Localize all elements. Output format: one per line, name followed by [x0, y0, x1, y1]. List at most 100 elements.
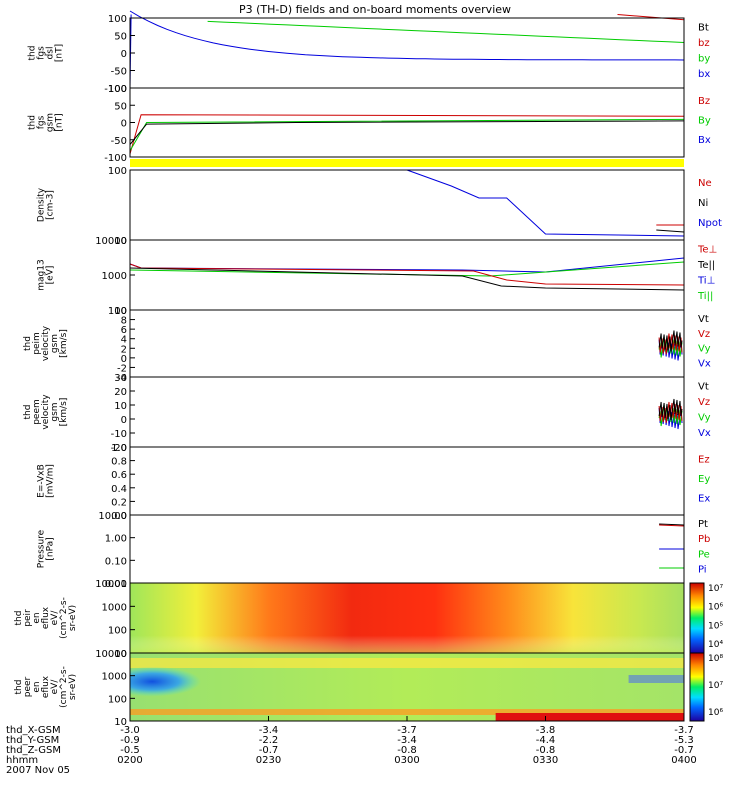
efield-legend-green: Ey — [698, 474, 710, 485]
pressure-ytick-label: 1.00 — [105, 534, 127, 545]
electron-spectrogram-ylabel: eflux — [41, 675, 51, 698]
peem-velocity-ytick-label: -10 — [111, 429, 127, 440]
fgs-dsl-ytick-label: -100 — [104, 84, 127, 95]
temperature-ytick-label: 1000 — [102, 271, 127, 282]
electron-spectrogram-ylabel: peer — [23, 676, 33, 697]
fgs-dsl-ylabel: fgs — [37, 46, 47, 60]
efield-ytick-label: 0.2 — [111, 497, 127, 508]
temperature-legend-blue: Ti⊥ — [697, 276, 715, 287]
flag-bar — [130, 159, 684, 167]
peem-velocity-ytick-label: -20 — [111, 443, 127, 454]
electron-spectrogram-top-band — [130, 658, 684, 668]
peim-velocity-ytick-label: 0 — [121, 354, 127, 365]
peim-velocity-ytick-label: 8 — [121, 316, 127, 327]
electron-spectrogram-ylabel: sr-eV) — [68, 674, 78, 700]
ion-spectrogram-ylabel: peir — [23, 609, 33, 627]
fgs-gsm-ytick-label: 50 — [114, 101, 127, 112]
peem-velocity-legend-black: Vt — [698, 381, 709, 392]
peim-velocity-legend-green: Vy — [698, 344, 711, 355]
xaxis-tick-x: -3.7 — [397, 725, 417, 736]
electron-spectrogram-ylabel: thd — [14, 680, 24, 695]
trace-pb — [659, 524, 685, 527]
ion-spectrogram-ylabel: sr-eV) — [68, 605, 78, 631]
trace-npot — [406, 169, 685, 237]
ion-spectrogram-ytick-label: 10 — [114, 649, 127, 660]
efield-ytick-label: 1.0 — [111, 443, 127, 454]
ion-spectrogram-ylabel: eflux — [41, 606, 51, 629]
pressure-ytick-label: 10.00 — [98, 511, 127, 522]
density-frame — [129, 169, 685, 241]
fgs-dsl-legend-red: bz — [698, 38, 710, 49]
temperature-ylabel: mag13 — [37, 259, 47, 290]
fgs-gsm-ylabel: [nT] — [55, 113, 65, 131]
trace-velocity-0-3 — [658, 330, 683, 352]
ion-spectrogram-ytick-label: 100 — [108, 626, 127, 637]
peim-velocity-ylabel: thd — [23, 336, 33, 351]
temperature-ytick-label: 100 — [108, 306, 127, 317]
fgs-gsm-legend-blue: Bx — [698, 135, 711, 146]
fgs-gsm-ylabel: fgs — [37, 115, 47, 129]
trace-bx — [129, 10, 685, 61]
peim-velocity-ytick-label: 2 — [121, 344, 127, 355]
efield-ylabel: [mV/m] — [46, 464, 56, 498]
fgs-dsl-ylabel: [nT] — [55, 44, 65, 62]
ion-spectrogram-ylabel: (cm^2-s- — [59, 597, 69, 639]
peim-velocity-ylabel: [km/s] — [59, 329, 69, 358]
trace-By — [129, 118, 685, 151]
trace-pt — [659, 523, 685, 526]
xaxis-tick-y: -4.4 — [536, 735, 556, 746]
density-ytick-label: 100 — [108, 166, 127, 177]
electron-spectrogram-ylabel: eV/ — [50, 679, 60, 695]
peem-velocity-legend-blue: Vx — [698, 428, 711, 439]
peim-velocity-ytick-label: 6 — [121, 325, 127, 336]
xaxis-tick-y: -3.4 — [397, 735, 417, 746]
density-legend-black: Ni — [698, 198, 708, 209]
xaxis-tick-t: 0230 — [256, 755, 281, 766]
peim-velocity-ylabel: velocity — [41, 325, 51, 361]
fgs-dsl-frame — [129, 17, 685, 89]
fgs-dsl-ytick-label: 50 — [114, 32, 127, 43]
ion-spectrogram-colorbar-label: 10⁶ — [708, 603, 723, 613]
ion-spectrogram-ylabel: thd — [14, 611, 24, 626]
trace-Bz — [129, 114, 685, 155]
ion-spectrogram-colorbar — [689, 582, 705, 654]
xaxis-tick-z: -0.8 — [397, 745, 417, 756]
ion-spectrogram-lowband — [130, 583, 684, 653]
fgs-gsm-ytick-label: 0 — [121, 119, 127, 130]
fgs-dsl-legend-blue: bx — [698, 69, 710, 80]
temperature-legend-green: Ti|| — [697, 291, 713, 302]
pressure-ylabel: Pressure — [37, 529, 47, 568]
peim-velocity-ytick-label: 4 — [121, 335, 127, 346]
pressure-ylabel: [nPa] — [46, 537, 56, 560]
density-ylabel: Density — [37, 187, 47, 222]
xaxis-tick-t: 0300 — [394, 755, 419, 766]
pressure-legend-black: Pt — [698, 519, 708, 530]
xaxis-tick-x: -3.8 — [536, 725, 556, 736]
xaxis-tick-x: -3.4 — [259, 725, 279, 736]
temperature-ytick-label: 10000 — [95, 236, 127, 247]
xaxis-tick-z: -0.7 — [674, 745, 694, 756]
trace-velocity-1-3 — [658, 398, 683, 421]
xaxis-tick-t: 0200 — [117, 755, 142, 766]
xaxis-row-label: thd_Y-GSM — [6, 735, 59, 746]
ion-spectrogram-ytick-label: 1000 — [102, 602, 127, 613]
fgs-dsl-ylabel: dsl — [46, 47, 56, 60]
xaxis-row-label: thd_X-GSM — [6, 725, 61, 736]
efield-legend-red: Ez — [698, 455, 710, 466]
xaxis-tick-y: -0.9 — [120, 735, 140, 746]
xaxis-tick-z: -0.5 — [120, 745, 140, 756]
efield-legend-blue: Ex — [698, 493, 710, 504]
trace-te-par — [129, 267, 685, 291]
efield-ytick-label: 0.6 — [111, 470, 127, 481]
electron-spectrogram-ytick-label: 10 — [114, 717, 127, 728]
xaxis-tick-y: -2.2 — [259, 735, 279, 746]
trace-by — [207, 20, 685, 43]
peim-velocity-ytick-label: -2 — [117, 363, 127, 374]
ion-spectrogram-colorbar-label: 10⁴ — [708, 640, 723, 650]
xaxis-tick-t: 0400 — [671, 755, 696, 766]
fgs-gsm-ytick-label: 100 — [108, 84, 127, 95]
xaxis-row-label: hhmm — [6, 755, 38, 766]
fgs-dsl-ytick-label: 0 — [121, 49, 127, 60]
temperature-legend-red: Te⊥ — [697, 244, 717, 255]
